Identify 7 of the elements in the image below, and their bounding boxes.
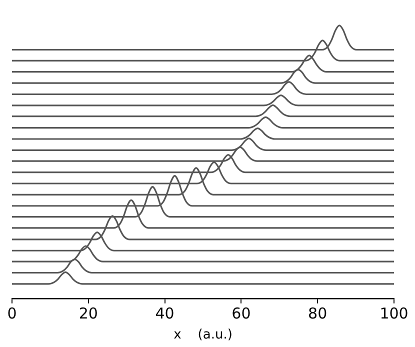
x-axis-title: x (a.u.) [174,328,232,343]
x-tick-label: 100 [380,304,408,322]
x-tick-label: 0 [7,304,17,322]
x-tick-label: 20 [78,304,98,322]
x-tick-label: 60 [232,304,251,322]
x-tick-label: 40 [155,304,174,322]
x-tick-label: 80 [308,304,328,322]
